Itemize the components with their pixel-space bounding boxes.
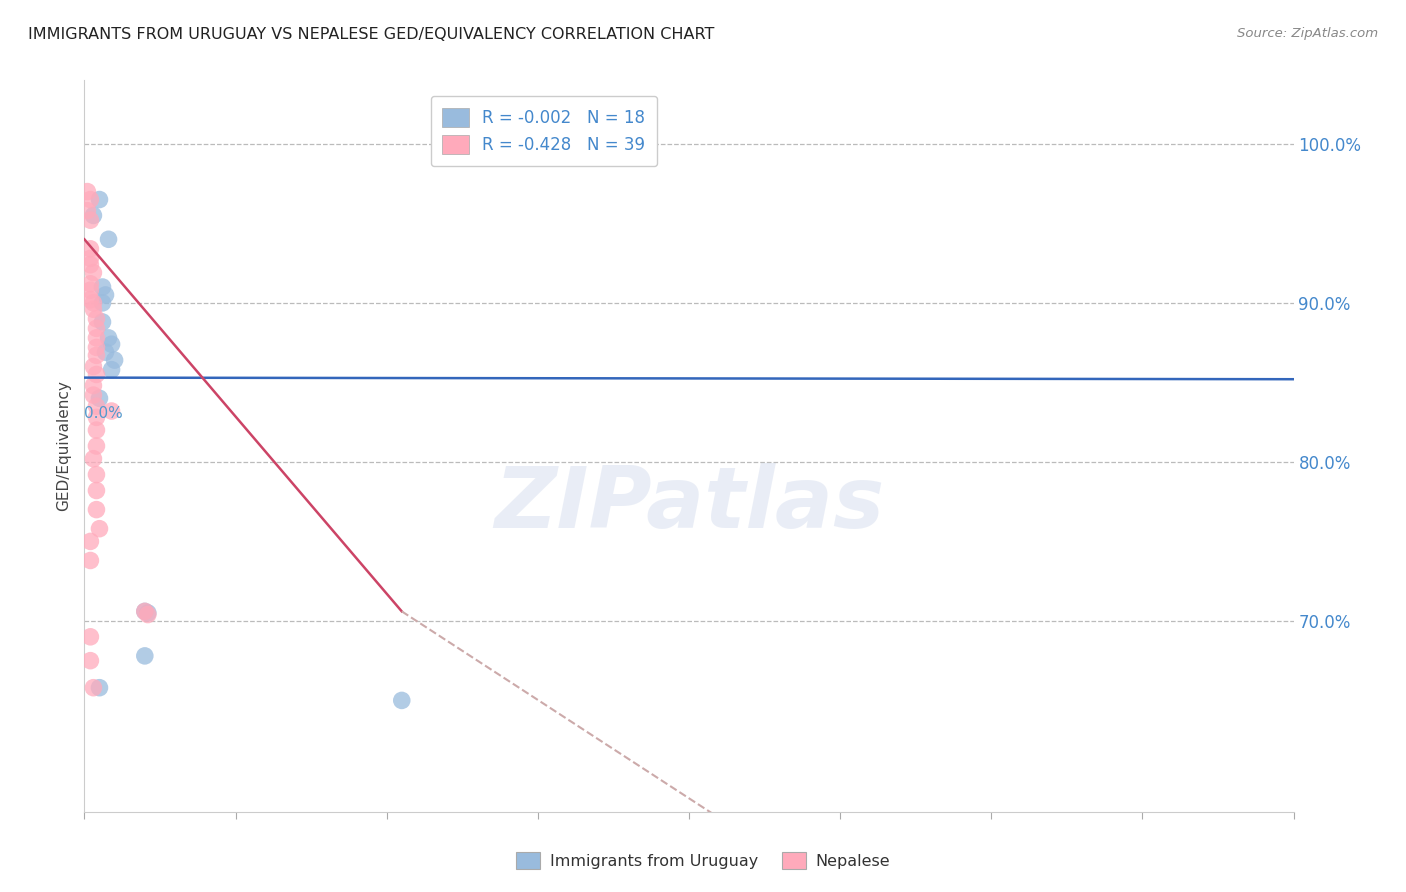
Point [86, 399, 108, 413]
Point [82, 209, 104, 223]
Point [89, 522, 111, 536]
Point [82, 302, 104, 317]
Point [79, 630, 101, 644]
Point [100, 362, 122, 376]
Point [79, 283, 101, 297]
Point [76, 203, 98, 218]
Point [391, 693, 413, 707]
Point [79, 654, 101, 668]
Point [89, 392, 111, 406]
Text: 0.0%: 0.0% [84, 406, 124, 421]
Point [86, 502, 108, 516]
Y-axis label: GED/Equivalency: GED/Equivalency [56, 381, 72, 511]
Legend: R = -0.002   N = 18, R = -0.428   N = 39: R = -0.002 N = 18, R = -0.428 N = 39 [430, 96, 657, 166]
Text: Source: ZipAtlas.com: Source: ZipAtlas.com [1237, 27, 1378, 40]
Point [136, 607, 159, 622]
Point [79, 242, 101, 256]
Legend: Immigrants from Uruguay, Nepalese: Immigrants from Uruguay, Nepalese [509, 846, 897, 875]
Point [86, 368, 108, 382]
Point [97, 232, 120, 246]
Point [82, 388, 104, 402]
Point [79, 534, 101, 549]
Point [86, 467, 108, 482]
Point [82, 296, 104, 310]
Point [100, 404, 122, 418]
Point [97, 331, 120, 345]
Point [82, 378, 104, 392]
Point [86, 410, 108, 425]
Point [86, 483, 108, 498]
Point [86, 340, 108, 354]
Point [82, 681, 104, 695]
Point [100, 337, 122, 351]
Point [89, 681, 111, 695]
Point [91, 280, 114, 294]
Point [86, 439, 108, 453]
Point [91, 315, 114, 329]
Point [79, 213, 101, 227]
Text: ZIPatlas: ZIPatlas [494, 463, 884, 546]
Point [86, 331, 108, 345]
Point [82, 266, 104, 280]
Point [76, 185, 98, 199]
Point [134, 604, 156, 618]
Point [86, 311, 108, 326]
Point [134, 604, 156, 618]
Point [79, 553, 101, 567]
Point [104, 353, 127, 368]
Point [86, 321, 108, 335]
Point [91, 296, 114, 310]
Point [86, 348, 108, 362]
Point [79, 293, 101, 307]
Point [79, 193, 101, 207]
Point [94, 345, 117, 359]
Point [86, 423, 108, 437]
Point [94, 288, 117, 302]
Text: IMMIGRANTS FROM URUGUAY VS NEPALESE GED/EQUIVALENCY CORRELATION CHART: IMMIGRANTS FROM URUGUAY VS NEPALESE GED/… [28, 27, 714, 42]
Point [79, 252, 101, 266]
Point [82, 359, 104, 374]
Point [136, 606, 159, 620]
Point [79, 258, 101, 272]
Point [89, 193, 111, 207]
Point [134, 648, 156, 663]
Point [79, 277, 101, 291]
Point [82, 451, 104, 466]
